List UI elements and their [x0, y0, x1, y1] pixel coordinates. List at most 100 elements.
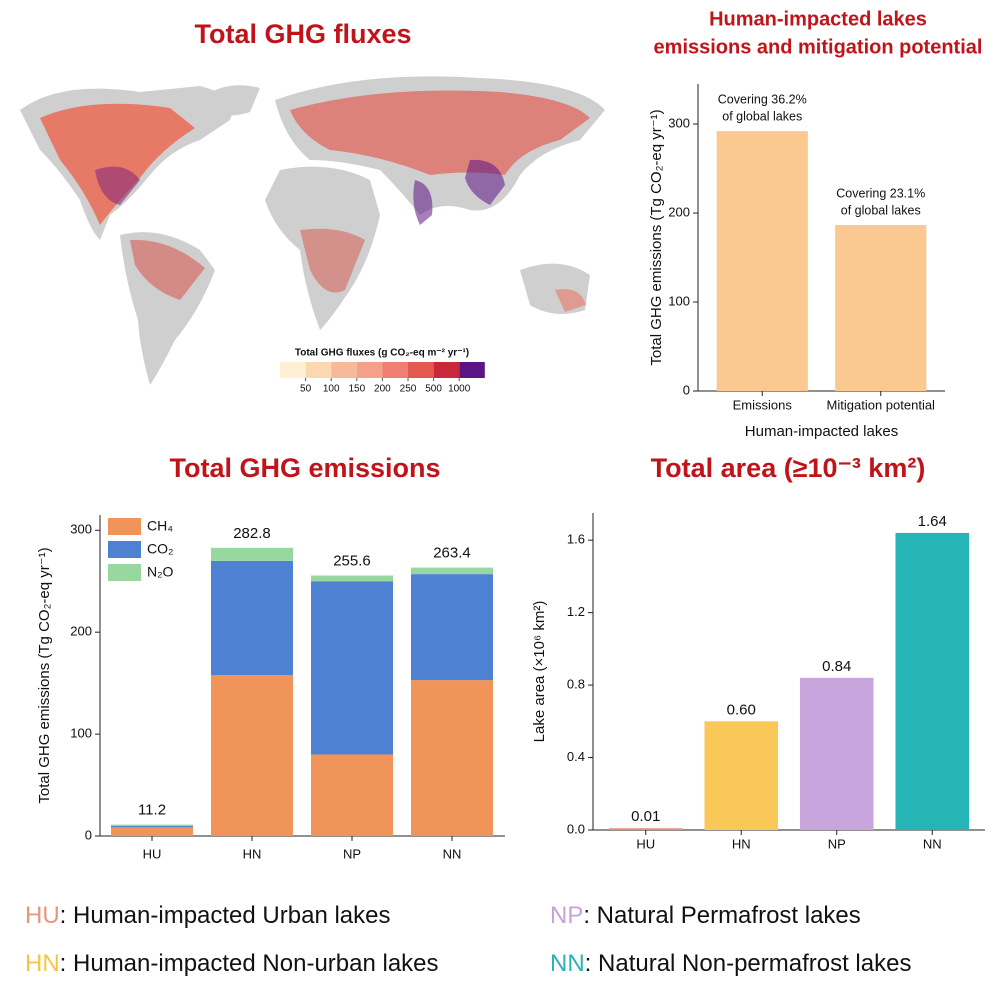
bar	[799, 677, 874, 830]
x-tick-label: NN	[923, 836, 942, 851]
colorbar-tick-label: 250	[400, 384, 417, 395]
key-entry: NN: Natural Non-permafrost lakes	[550, 950, 911, 977]
y-tick-label: 0	[85, 827, 92, 842]
value-label: 1.64	[918, 513, 947, 530]
colorbar-tick-label: 50	[300, 384, 312, 395]
y-axis-label: Total GHG emissions (Tg CO₂-eq yr⁻¹)	[36, 547, 53, 803]
total-label: 255.6	[333, 553, 371, 570]
x-tick-label: HN	[243, 846, 262, 861]
key-abbr: HN	[25, 950, 60, 977]
x-tick-label: Emissions	[733, 397, 793, 412]
land	[40, 103, 195, 225]
y-tick-label: 1.2	[567, 604, 585, 619]
land	[95, 166, 140, 205]
colorbar-swatch	[382, 362, 408, 378]
bar	[895, 532, 970, 830]
bar-segment	[411, 567, 493, 575]
colorbar-swatch	[280, 362, 306, 378]
key-description: : Human-impacted Non-urban lakes	[60, 950, 439, 977]
bar	[608, 828, 683, 830]
key-abbr: NN	[550, 950, 585, 977]
total-label: 263.4	[433, 545, 471, 562]
bar	[716, 131, 808, 391]
annotation: of global lakes	[722, 109, 802, 123]
colorbar-swatch	[305, 362, 332, 378]
y-tick-label: 0.4	[567, 749, 585, 764]
key-description: : Natural Permafrost lakes	[583, 902, 860, 929]
colorbar-tick-label: 100	[323, 384, 340, 395]
y-axis-label: Total GHG emissions (Tg CO₂-eq yr⁻¹)	[648, 109, 665, 365]
x-tick-label: NN	[443, 846, 462, 861]
y-tick-label: 100	[70, 726, 92, 741]
y-tick-label: 300	[70, 522, 92, 537]
colorbar-tick-label: 1000	[448, 384, 471, 395]
colorbar-tick-label: 500	[425, 384, 442, 395]
x-tick-label: HU	[143, 846, 162, 861]
land	[413, 159, 505, 225]
legend-label: CO₂	[147, 541, 173, 557]
bar-segment	[311, 575, 393, 582]
x-axis-label: Human-impacted lakes	[745, 423, 898, 440]
x-tick-label: NP	[343, 846, 361, 861]
y-tick-label: 200	[668, 204, 690, 219]
bar-segment	[111, 824, 193, 826]
key-description: : Human-impacted Urban lakes	[60, 902, 391, 929]
y-tick-label: 200	[70, 624, 92, 639]
x-tick-label: Mitigation potential	[827, 397, 936, 412]
bar-segment	[311, 754, 393, 836]
x-tick-label: HN	[732, 836, 751, 851]
bar-segment	[111, 827, 193, 836]
land	[205, 85, 260, 116]
annotation: of global lakes	[841, 203, 921, 217]
colorbar-swatch	[408, 362, 434, 378]
colorbar-swatch	[459, 362, 485, 378]
bar-segment	[411, 680, 493, 836]
y-tick-label: 0	[683, 382, 690, 397]
chart-title: Human-impacted lakes	[709, 8, 927, 30]
value-label: 0.84	[822, 658, 851, 675]
y-tick-label: 100	[668, 293, 690, 308]
bar-segment	[311, 581, 393, 755]
chart-title: Total GHG emissions	[169, 453, 440, 483]
key-abbr: NP	[550, 902, 583, 929]
colorbar-swatch	[331, 362, 357, 378]
colorbar-label: Total GHG fluxes (g CO₂-eq m⁻² yr⁻¹)	[295, 348, 469, 359]
chart-title: Total GHG fluxes	[194, 19, 411, 49]
land	[300, 228, 365, 293]
bar	[835, 225, 927, 391]
x-tick-label: NP	[828, 836, 846, 851]
annotation: Covering 36.2%	[718, 92, 807, 106]
value-label: 0.60	[727, 701, 756, 718]
y-tick-label: 0.0	[567, 821, 585, 836]
bar-segment	[211, 547, 293, 561]
legend-swatch	[108, 518, 141, 535]
bar-segment	[411, 574, 493, 681]
world-map	[20, 76, 605, 385]
colorbar-tick-label: 200	[374, 384, 391, 395]
land	[290, 90, 590, 175]
key-abbr: HU	[25, 902, 60, 929]
colorbar-tick-label: 150	[348, 384, 365, 395]
key-entry: HN: Human-impacted Non-urban lakes	[25, 950, 439, 977]
legend-label: N₂O	[147, 564, 174, 580]
bar-segment	[211, 560, 293, 675]
colorbar-swatch	[433, 362, 460, 378]
total-label: 282.8	[233, 525, 271, 542]
bar-segment	[211, 674, 293, 836]
legend-swatch	[108, 541, 141, 558]
chart-title: Total area (≥10⁻³ km²)	[651, 453, 926, 483]
land	[130, 239, 205, 300]
key-description: : Natural Non-permafrost lakes	[585, 950, 912, 977]
legend-label: CH₄	[147, 518, 173, 534]
annotation: Covering 23.1%	[836, 186, 925, 200]
colorbar-swatch	[356, 362, 383, 378]
y-tick-label: 300	[668, 115, 690, 130]
key-entry: HU: Human-impacted Urban lakes	[25, 902, 390, 929]
land	[555, 289, 586, 312]
key-entry: NP: Natural Permafrost lakes	[550, 902, 861, 929]
bar-segment	[111, 825, 193, 828]
x-tick-label: HU	[636, 836, 655, 851]
y-tick-label: 1.6	[567, 532, 585, 547]
bar	[704, 721, 779, 830]
